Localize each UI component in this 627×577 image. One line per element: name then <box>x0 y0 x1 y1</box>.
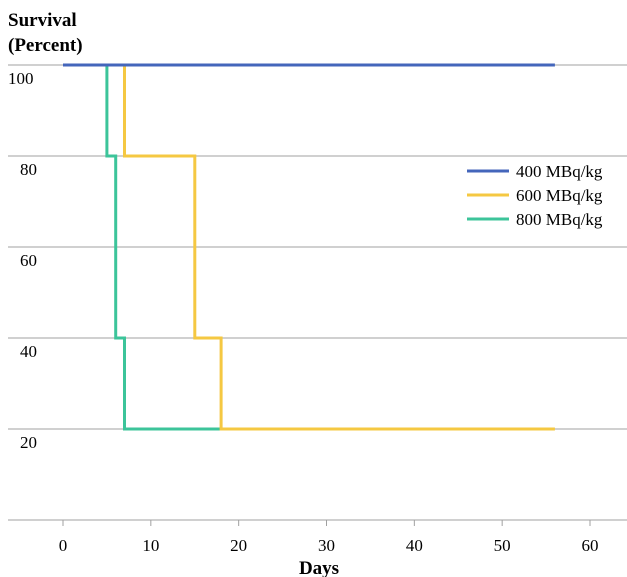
y-tick-label: 100 <box>8 69 34 88</box>
y-tick-label: 20 <box>20 433 37 452</box>
y-tick-label: 60 <box>20 251 37 270</box>
series-lines <box>63 63 555 431</box>
series-line-800-mbq-kg <box>105 65 222 431</box>
x-tick-label: 10 <box>142 536 159 555</box>
legend-entry-label: 400 MBq/kg <box>516 162 603 181</box>
x-tick-label: 0 <box>59 536 68 555</box>
y-tick-label: 40 <box>20 342 37 361</box>
y-tick-label: 80 <box>20 160 37 179</box>
x-axis-label: Days <box>299 558 339 577</box>
legend-entry-label: 800 MBq/kg <box>516 210 603 229</box>
y-tick-labels: 20 40 60 80 100 <box>8 69 37 452</box>
y-axis-label-line-2: (Percent) <box>8 35 83 56</box>
x-tick-label: 20 <box>230 536 247 555</box>
grid-lines <box>8 64 627 521</box>
legend: 400 MBq/kg 600 MBq/kg 800 MBq/kg <box>467 162 603 229</box>
legend-entry-label: 600 MBq/kg <box>516 186 603 205</box>
x-tick-label: 40 <box>406 536 423 555</box>
x-tick-label: 50 <box>494 536 511 555</box>
x-tick-labels: 0 10 20 30 40 50 60 <box>59 520 599 555</box>
series-line-600-mbq-kg <box>123 65 555 431</box>
x-tick-label: 60 <box>582 536 599 555</box>
y-axis-label-line-1: Survival <box>8 10 77 31</box>
x-tick-label: 30 <box>318 536 335 555</box>
